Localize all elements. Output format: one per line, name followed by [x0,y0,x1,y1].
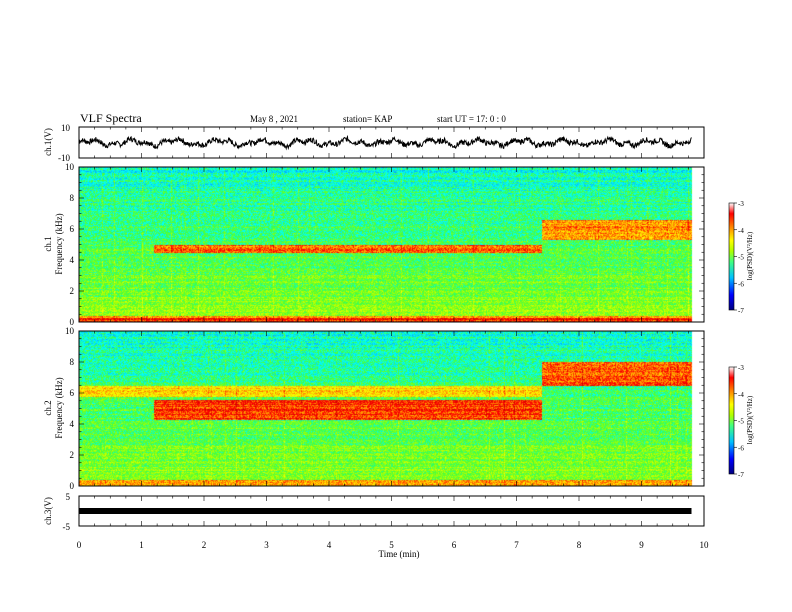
figure-title: VLF Spectra [80,111,142,125]
x-tick-label: 8 [577,540,582,550]
x-tick-label: 2 [202,540,207,550]
ch2-ylabel-channel: ch.2 [43,400,53,415]
ch1-ylabel-channel: ch.1 [43,236,53,251]
x-tick-label: 3 [264,540,269,550]
ch1-colorbar [728,202,735,311]
colorbar-tick-label: -7 [738,471,744,479]
y-tick-label: 6 [70,388,75,398]
colorbar-tick-label: -4 [738,227,744,235]
date-label: May 8 , 2021 [250,114,298,124]
ch1-ylabel: ch.1(V) [43,128,53,156]
ch3-ytick-bottom: -5 [63,522,71,532]
ch1-ytick-top: 10 [61,123,71,133]
x-axis-label: Time (min) [379,549,420,559]
colorbar-tick-label: -3 [738,364,744,372]
ch1-ytick-bottom: -10 [58,153,70,163]
ch2-spectrogram-image [79,331,704,486]
x-tick-label: 6 [452,540,457,550]
x-tick-label: 10 [700,540,710,550]
ch1-spectrogram-image [79,167,704,322]
ch2-colorbar-label: log(PSD)(V²/Hz) [746,395,754,444]
ch3-signal-panel: 5 -5 ch.3(V) [43,492,705,532]
ch3-signal-trace [79,508,692,514]
ch1-waveform-panel: 10 -10 ch.1(V) [43,123,705,163]
ch1-colorbar-label: log(PSD)(V²/Hz) [746,231,754,280]
colorbar-tick-label: -6 [738,280,744,288]
x-tick-label: 4 [327,540,332,550]
y-tick-label: 8 [70,193,75,203]
y-tick-label: 2 [70,286,75,296]
ch2-colorbar [728,366,735,475]
x-tick-label: 9 [639,540,644,550]
x-tick-label: 1 [139,540,144,550]
y-tick-label: 2 [70,450,75,460]
x-axis-tick-labels: 0 1 2 3 4 5 6 7 8 9 10 [77,540,709,550]
start-time-label: start UT = 17: 0 : 0 [437,114,506,124]
colorbar-tick-label: -5 [738,254,744,262]
x-tick-label: 0 [77,540,82,550]
y-tick-label: 4 [70,255,75,265]
ch1-ylabel-frequency: Frequency (kHz) [54,213,64,274]
ch1-waveform-line [78,134,692,151]
y-tick-label: 4 [70,419,75,429]
y-tick-label: 8 [70,357,75,367]
y-tick-label: 0 [70,317,75,327]
ch3-ytick-top: 5 [66,492,71,502]
x-tick-label: 7 [514,540,519,550]
colorbar-tick-label: -5 [738,418,744,426]
ch2-ylabel-frequency: Frequency (kHz) [54,377,64,438]
colorbar-tick-label: -3 [738,200,744,208]
x-tick-label: 5 [389,540,394,550]
y-tick-label: 0 [70,481,75,491]
colorbar-tick-label: -7 [738,307,744,315]
station-label: station= KAP [343,114,392,124]
y-tick-label: 10 [65,326,75,336]
y-tick-label: 10 [65,162,75,172]
colorbar-tick-label: -6 [738,444,744,452]
x-axis-ticks [78,127,705,526]
colorbar-tick-label: -4 [738,391,744,399]
y-tick-label: 6 [70,224,75,234]
ch3-ylabel: ch.3(V) [43,497,53,525]
